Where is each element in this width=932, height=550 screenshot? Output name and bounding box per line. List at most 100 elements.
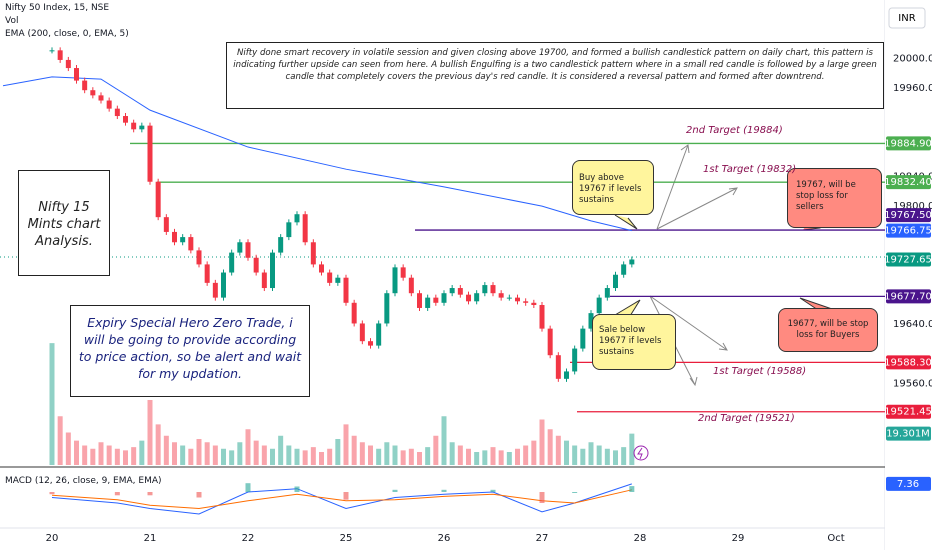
volume-bar [204,442,210,465]
volume-bar [376,448,382,465]
volume-bar [433,435,439,465]
y-tick-label: 20000.00 [893,53,932,64]
volume-title: Vol [5,16,19,26]
volume-bar [482,450,488,465]
candle [114,108,120,117]
volume-bar [123,450,128,465]
volume-bar [253,440,259,465]
candle [613,274,618,289]
x-tick-label: 27 [536,533,549,544]
macd-hist [441,489,447,492]
macd-hist [196,492,202,498]
price-label: 19766.75 [884,226,932,237]
y-tick-label: 19960.00 [893,83,932,94]
y-tick-label: 19800.00 [893,201,932,212]
candle [245,242,251,258]
macd-hist [490,489,496,492]
candle [294,214,300,223]
candle [139,125,145,130]
volume-bar [261,445,267,465]
event-icon [637,447,643,460]
volume-bar [139,440,145,465]
volume-bar [82,445,88,465]
volume-bar [294,448,300,465]
candle [147,125,153,182]
note: Nifty done smart recovery in volatile se… [226,42,884,109]
volume-bar [523,445,529,465]
target-label: 1st Target (19588) [713,366,807,377]
volume-bar [359,442,365,465]
price-label: 19.301M [886,429,930,440]
candle [376,323,382,346]
candle [327,272,333,283]
x-tick-label: 26 [438,533,451,544]
candle [82,80,88,91]
currency-button[interactable] [888,7,926,29]
macd-title: MACD (12, 26, close, 9, EMA, EMA) [5,476,162,486]
arrow [656,144,690,230]
macd-hist [539,492,545,503]
candle [74,68,79,81]
volume-bar [539,419,545,465]
volume-bar [57,416,63,465]
candle [400,267,406,278]
candle [278,237,284,253]
volume-bar [131,447,137,465]
volume-bar [425,447,431,465]
volume-bar [588,442,594,465]
candle [106,100,112,109]
volume-bar [147,400,153,465]
macd-hist [343,492,349,500]
title-box: Nifty 15 Mints chart Analysis. [18,170,110,276]
target-label: 2nd Target (19521) [698,413,795,424]
candle [237,242,243,253]
volume-bar [572,445,578,465]
candle [408,277,414,294]
volume-bar [188,448,194,465]
candle [180,237,186,243]
price-label-bg [886,136,931,151]
volume-bar [506,452,512,465]
arrow [649,295,728,351]
price-label-bg [886,404,931,419]
macd-hist [49,492,55,495]
price-label: 19767.50 [884,210,932,221]
candle [253,257,259,273]
candle [433,297,439,303]
volume-bar [466,448,471,465]
volume-bar [163,435,169,465]
candle [588,313,594,329]
candle [417,293,422,308]
volume-bar [457,445,463,465]
volume-bar [245,429,251,465]
candle [131,122,137,130]
candle [474,293,480,302]
arrow [656,187,738,230]
volume-bar [155,424,161,465]
event-icon[interactable] [633,445,649,461]
x-tick-label: 22 [242,533,255,544]
volume-bar [621,447,627,465]
currency[interactable]: INR [898,13,915,24]
price-axis-bg [885,0,932,550]
volume-bar [319,452,324,465]
candle [531,302,537,306]
candle [449,288,455,294]
candle [98,95,104,101]
macd-hist [245,483,251,492]
volume-bar [441,416,447,465]
volume-bar [114,448,120,465]
volume-bar [212,445,218,465]
volume-bar [547,429,553,465]
price-label-bg [886,289,931,304]
volume-bar [351,435,357,465]
candle [425,297,431,308]
volume-bar [343,424,349,465]
volume-bar [368,445,373,465]
candle [629,259,635,265]
candle [523,301,529,303]
candle [506,297,512,299]
x-tick-label: 28 [634,533,647,544]
candle [580,328,586,349]
